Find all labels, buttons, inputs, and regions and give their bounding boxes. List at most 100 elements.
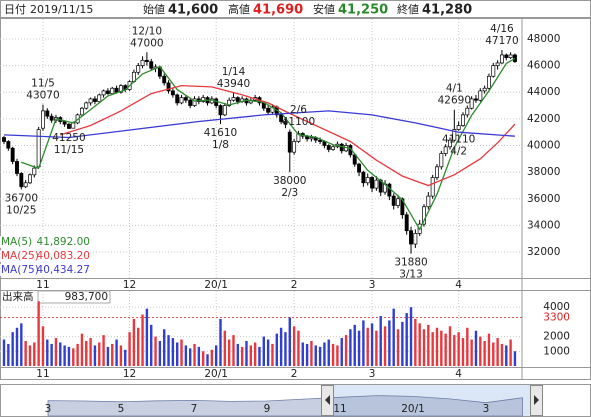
volume-bar (24, 341, 27, 366)
candle-body (461, 114, 465, 126)
candle-body (41, 110, 45, 129)
candle-body (114, 87, 119, 93)
volume-bar (505, 345, 508, 366)
legend-value: 40,434.27 (37, 264, 90, 276)
volume-bar (171, 338, 175, 366)
candle-body (62, 121, 67, 125)
annotation-value: 31880 (394, 257, 427, 269)
y-tick-label: 34000 (527, 219, 560, 231)
annotation-date: 1/8 (212, 139, 229, 151)
candle-body (222, 105, 227, 116)
volume-bar (214, 345, 218, 366)
legend-value: 40,083.20 (37, 250, 90, 262)
volume-bar (258, 346, 261, 366)
candle-body (49, 115, 54, 121)
volume-bar (176, 342, 179, 366)
legend-box (0, 264, 92, 276)
volume-bar (249, 345, 253, 366)
volume-bar (301, 342, 304, 366)
candle-body (66, 123, 71, 129)
candle-body (339, 143, 344, 152)
volume-bar (37, 301, 40, 366)
volume-tick-label: 2000 (543, 331, 570, 343)
volume-bar (457, 332, 460, 366)
volume-bar (305, 343, 309, 366)
candle-body (478, 90, 483, 101)
marks-layer (2, 50, 517, 366)
candle-body (10, 147, 15, 162)
volume-bar (41, 326, 45, 366)
volume-bar (396, 329, 400, 366)
x-tick-label: 2 (291, 368, 298, 380)
volume-bar (54, 338, 58, 366)
volume-bar (72, 348, 75, 366)
volume-bar (271, 343, 274, 366)
y-tick-label: 44000 (527, 86, 560, 98)
volume-bar (479, 336, 482, 366)
y-tick-label: 46000 (527, 60, 560, 72)
volume-bar (435, 327, 439, 366)
volume-bar (327, 339, 330, 366)
volume-bar (492, 342, 495, 366)
volume-bar (150, 324, 153, 366)
header-date: 2019/11/15 (30, 3, 93, 16)
annotation-date: 4/2 (450, 146, 467, 158)
x-tick-label: 11 (36, 279, 49, 291)
volume-bar (297, 330, 300, 366)
x-tick-label: 20/1 (204, 368, 228, 380)
candle-body (326, 145, 331, 150)
annotation-value: 43940 (217, 78, 250, 90)
candle-body (110, 87, 115, 94)
candle-body (487, 75, 491, 89)
candle-body (409, 230, 413, 245)
legend-box (0, 236, 92, 248)
volume-bar (392, 308, 395, 366)
candle-body (97, 94, 102, 102)
navigator-label: 11 (333, 403, 346, 415)
volume-bar (67, 346, 71, 366)
volume-bar (292, 326, 296, 366)
x-tick-label: 4 (455, 279, 462, 291)
candle-body (374, 179, 379, 189)
volume-tick-label: 4000 (543, 301, 570, 313)
volume-bar (124, 349, 127, 366)
volume-bar (288, 317, 291, 366)
volume-bar (262, 336, 265, 366)
volume-bar (500, 343, 504, 366)
candle-body (357, 163, 362, 173)
volume-bar (59, 342, 62, 366)
volume-bar (219, 318, 222, 366)
volume-bar (98, 342, 101, 366)
candle-body (235, 97, 240, 102)
nav-layer: 3 5 7 9 11 20/1 3 (45, 395, 523, 417)
candle-body (287, 131, 292, 153)
x-tick-label: 2 (291, 279, 298, 291)
candle-body (512, 54, 517, 62)
navigator-label: 9 (264, 403, 271, 415)
header-open: 41,600 (168, 3, 218, 18)
annotation-date: 4/1 (446, 83, 463, 95)
x-tick-label: 11 (36, 368, 49, 380)
candle-body (218, 105, 223, 116)
candle-body (400, 198, 405, 216)
volume-bar (318, 346, 322, 366)
volume-bar (383, 326, 387, 366)
volume-bar (266, 339, 270, 366)
candle-body (231, 97, 236, 101)
candle-body (36, 129, 41, 168)
volume-bar (128, 332, 131, 366)
candle-body (92, 98, 97, 102)
volume-bar (132, 318, 136, 366)
candle-body (396, 198, 400, 206)
candle-body (166, 82, 171, 92)
volume-bar (240, 346, 244, 366)
candle-body (452, 129, 457, 141)
volume-bar (370, 323, 374, 366)
volume-bar (470, 339, 473, 366)
navigator-label: 5 (118, 403, 125, 415)
candle-body (292, 141, 297, 153)
annotation-value: 47170 (485, 35, 518, 47)
volume-bar (167, 335, 170, 366)
header-low-label: 安値 (313, 2, 335, 16)
candle-body (71, 122, 76, 129)
